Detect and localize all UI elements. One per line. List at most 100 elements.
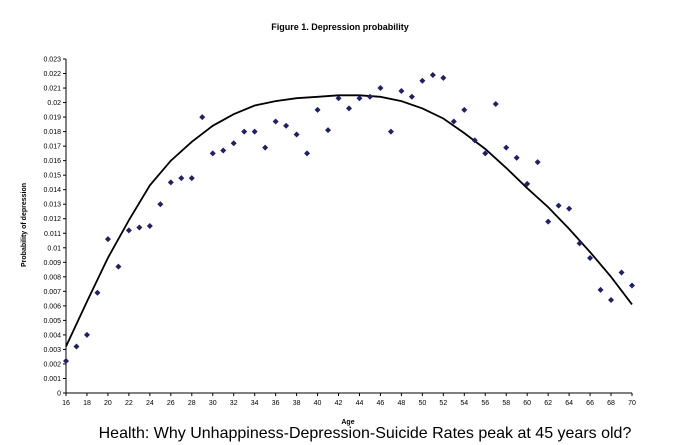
- data-point: [241, 128, 248, 135]
- x-tick-label: 68: [607, 400, 615, 407]
- data-point: [167, 179, 174, 186]
- y-tick-label: 0.012: [43, 216, 61, 223]
- data-point: [325, 127, 332, 134]
- x-tick-label: 36: [272, 400, 280, 407]
- y-tick-label: 0.013: [43, 202, 61, 209]
- data-point: [482, 150, 489, 157]
- x-tick-label: 64: [565, 400, 573, 407]
- x-tick-label: 62: [544, 400, 552, 407]
- data-point: [545, 218, 552, 225]
- data-point: [450, 118, 457, 125]
- data-point: [220, 147, 227, 154]
- data-point: [178, 175, 185, 182]
- data-point: [608, 297, 615, 304]
- data-point: [356, 95, 363, 102]
- x-axis-label: Age: [341, 419, 354, 426]
- y-tick-label: 0.004: [43, 332, 61, 339]
- data-point: [576, 240, 583, 247]
- data-point: [419, 77, 426, 84]
- y-tick-label: 0.009: [43, 260, 61, 267]
- data-point: [73, 343, 80, 350]
- data-point: [597, 286, 604, 293]
- data-point: [283, 122, 290, 129]
- data-point: [587, 254, 594, 261]
- y-tick-label: 0.023: [43, 57, 61, 64]
- data-point: [408, 93, 415, 100]
- data-point: [471, 137, 478, 144]
- x-tick-label: 28: [188, 400, 196, 407]
- x-tick-label: 16: [62, 400, 70, 407]
- data-point: [398, 87, 405, 94]
- data-point: [157, 201, 164, 208]
- y-tick-label: 0: [57, 391, 61, 398]
- data-point: [513, 154, 520, 161]
- x-tick-label: 20: [104, 400, 112, 407]
- data-point: [618, 269, 625, 276]
- data-point: [440, 74, 447, 81]
- data-point: [346, 105, 352, 112]
- x-tick-label: 40: [314, 400, 322, 407]
- data-point: [377, 85, 384, 92]
- data-point: [262, 144, 269, 151]
- y-tick-label: 0.019: [43, 115, 61, 122]
- x-tick-label: 70: [628, 400, 636, 407]
- data-point: [534, 159, 541, 166]
- x-tick-label: 48: [398, 400, 406, 407]
- y-tick-label: 0.002: [43, 361, 61, 368]
- chart-title: Figure 1. Depression probability: [271, 22, 409, 32]
- data-point: [115, 263, 122, 270]
- data-point: [94, 289, 101, 296]
- data-point: [209, 150, 216, 157]
- data-point: [555, 202, 562, 209]
- y-tick-label: 0.018: [43, 129, 61, 136]
- y-tick-label: 0.021: [43, 86, 61, 93]
- x-tick-label: 52: [439, 400, 447, 407]
- x-tick-label: 32: [230, 400, 238, 407]
- x-tick-label: 60: [523, 400, 531, 407]
- data-point: [188, 175, 195, 182]
- x-tick-label: 22: [125, 400, 133, 407]
- data-point: [366, 93, 373, 100]
- data-point: [566, 205, 573, 212]
- x-tick-label: 50: [418, 400, 426, 407]
- x-tick-label: 66: [586, 400, 594, 407]
- data-point: [146, 223, 153, 229]
- x-tick-label: 24: [146, 400, 154, 407]
- x-tick-label: 26: [167, 400, 175, 407]
- data-point: [524, 180, 531, 187]
- data-point: [429, 71, 436, 78]
- y-axis-label: Probability of depression: [21, 183, 28, 267]
- y-tick-label: 0.003: [43, 347, 61, 354]
- data-point: [199, 114, 206, 121]
- x-tick-label: 58: [502, 400, 510, 407]
- y-tick-label: 0.017: [43, 144, 61, 151]
- data-point: [461, 106, 468, 113]
- y-tick-label: 0.014: [43, 187, 61, 194]
- y-tick-label: 0.01: [47, 245, 61, 252]
- data-point: [629, 282, 635, 289]
- x-tick-label: 46: [377, 400, 385, 407]
- x-tick-label: 18: [83, 400, 91, 407]
- y-tick-label: 0.006: [43, 303, 61, 310]
- y-tick-label: 0.015: [43, 173, 61, 180]
- y-tick-label: 0.005: [43, 318, 61, 325]
- x-tick-label: 30: [209, 400, 217, 407]
- y-tick-label: 0.02: [47, 100, 61, 107]
- x-tick-label: 54: [460, 400, 468, 407]
- x-tick-label: 38: [293, 400, 301, 407]
- data-point: [272, 118, 279, 125]
- data-point: [230, 140, 237, 147]
- x-tick-label: 34: [251, 400, 259, 407]
- data-point: [136, 224, 143, 231]
- x-tick-label: 44: [356, 400, 364, 407]
- data-point: [314, 106, 321, 113]
- x-tick-label: 42: [335, 400, 343, 407]
- y-tick-label: 0.016: [43, 158, 61, 165]
- data-point: [104, 236, 111, 243]
- data-point: [251, 128, 258, 135]
- plot-area: 0 0.001 0.002 0.003 0.004 0.005 0.006 0.007 0.00…: [43, 57, 636, 408]
- data-point: [335, 95, 342, 102]
- y-tick-label: 0.001: [43, 376, 61, 383]
- x-tick-label: 56: [481, 400, 489, 407]
